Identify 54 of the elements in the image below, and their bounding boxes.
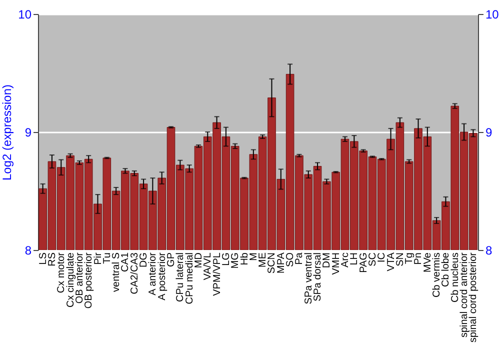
x-tick-label: DM	[322, 252, 333, 268]
x-tick-label: PAG	[358, 252, 370, 273]
x-tick-label: VPM/VPL	[212, 252, 223, 296]
x-tick-label: MD	[193, 252, 204, 268]
x-tick-label: MG	[230, 252, 242, 269]
x-tick-label: MPA	[276, 252, 287, 274]
x-tick-label: SC	[367, 252, 378, 266]
x-tick-label: GP	[166, 252, 178, 267]
x-tick-label: CA2/CA3	[129, 252, 140, 294]
x-tick-label: SPa dorsal	[312, 252, 324, 302]
x-tick-label: SCN	[266, 252, 278, 274]
x-tick-label: LS	[38, 252, 49, 265]
x-tick-label: MVe	[422, 252, 434, 273]
x-tick-label: CPu medial	[184, 252, 196, 304]
x-tick-label: SO	[285, 252, 296, 267]
x-tick-label: VTA	[386, 252, 397, 272]
x-tick-label: OB anterior	[74, 252, 86, 304]
x-tick-label: RS	[46, 252, 58, 266]
x-tick-label: Cx cingulate	[65, 252, 76, 308]
x-tick-label: Pa	[294, 252, 306, 265]
x-tick-label: Pn	[413, 252, 424, 265]
x-tick-label: Cb lobe	[440, 252, 452, 287]
y2-tick-label: 8	[486, 244, 492, 258]
x-tick-label: Cb nucleus	[450, 252, 461, 303]
x-tick-label: Tu	[102, 252, 113, 264]
x-tick-label: spinal cord anterior	[459, 252, 470, 338]
x-tick-label: Tg	[404, 252, 416, 264]
y-tick-label: 10	[18, 8, 32, 22]
y-tick-label: 8	[24, 244, 32, 258]
y-axis-title: Log2 (expression)	[0, 84, 14, 181]
x-tick-label: VMH	[330, 252, 342, 275]
x-tick-label: DG	[138, 252, 150, 268]
x-tick-label: OB posterior	[84, 252, 95, 309]
x-tick-label: Hb	[239, 252, 250, 266]
x-tick-label: ME	[258, 252, 269, 268]
x-tick-label: Arc	[340, 252, 351, 268]
x-tick-label: spinal cord posterior	[468, 252, 480, 343]
x-tick-label: CPu lateral	[175, 252, 186, 302]
x-tick-label: CA1	[120, 252, 132, 272]
x-tick-label: SPa ventral	[303, 252, 314, 304]
x-tick-label: LG	[220, 252, 232, 266]
x-tick-label: IC	[376, 252, 388, 262]
x-tick-label: A anterior	[148, 252, 159, 296]
y2-tick-label: 9	[486, 126, 492, 140]
x-tick-label: M	[248, 252, 260, 261]
x-tick-label: SN	[394, 252, 406, 266]
x-tick-label: A posterior	[156, 252, 168, 300]
x-tick-label: Pir	[92, 252, 104, 265]
y-tick-label: 9	[24, 126, 32, 140]
x-tick-label: ventral S	[111, 252, 122, 292]
x-tick-label: LH	[349, 252, 360, 266]
x-tick-label: Cx motor	[56, 252, 68, 294]
x-tick-label: VA/VL	[202, 252, 214, 280]
y2-tick-label: 10	[486, 8, 500, 22]
